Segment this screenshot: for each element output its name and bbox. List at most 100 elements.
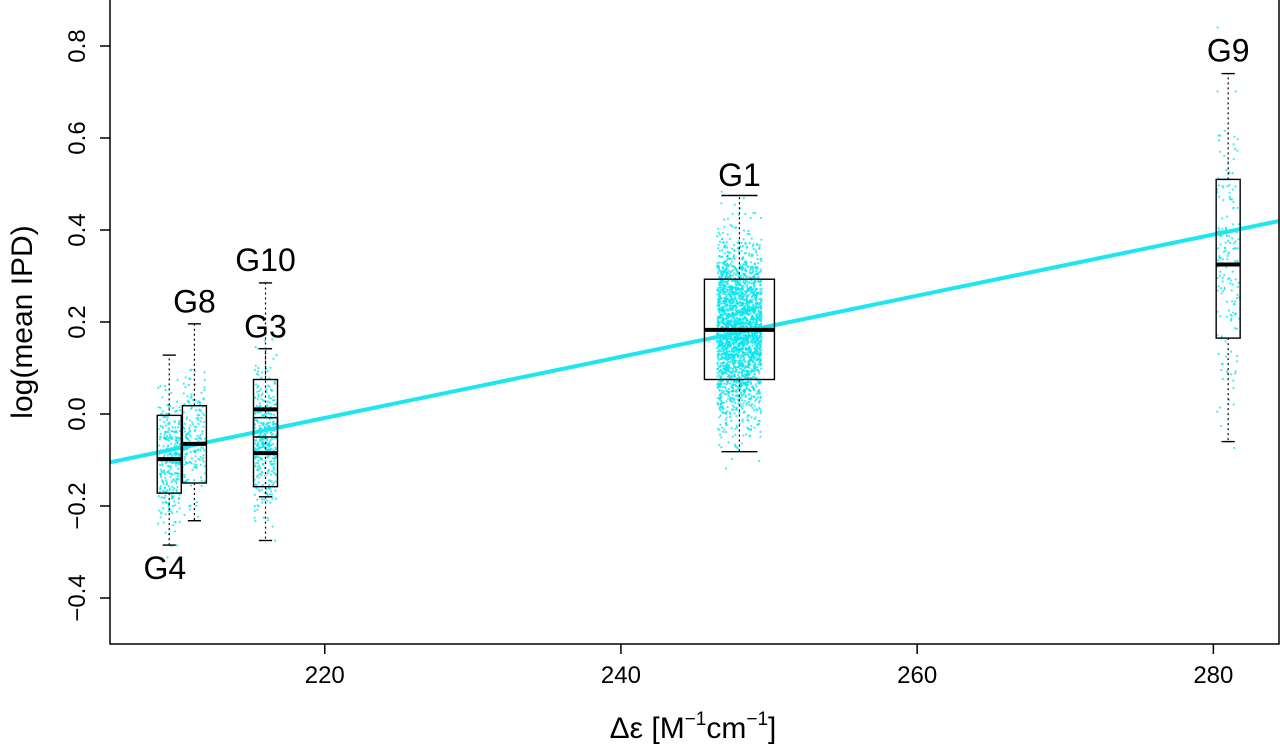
data-point-g1 xyxy=(748,233,751,236)
data-point-g1 xyxy=(760,238,763,241)
data-point-g1 xyxy=(717,358,720,361)
data-point-g10 xyxy=(258,390,261,393)
y-tick-label: −0.4 xyxy=(64,574,91,621)
data-point-g3 xyxy=(270,490,273,493)
x-axis-title: Δε [M−1cm−1] xyxy=(610,709,777,744)
data-point-g9 xyxy=(1228,195,1231,198)
data-point-g1 xyxy=(721,261,724,264)
data-point-g1 xyxy=(742,434,745,437)
data-point-g1 xyxy=(740,399,744,402)
data-point-g1 xyxy=(734,297,738,300)
x-tick-label: 280 xyxy=(1193,662,1233,689)
data-point-g1 xyxy=(744,376,748,379)
data-point-g1 xyxy=(729,223,732,226)
data-point-g3 xyxy=(254,418,257,421)
data-point-g9 xyxy=(1221,228,1224,231)
data-point-g10 xyxy=(268,385,271,388)
data-point-g1 xyxy=(736,319,740,322)
data-point-g1 xyxy=(727,319,730,322)
data-point-g1 xyxy=(725,372,729,375)
data-point-g1 xyxy=(753,347,756,350)
data-point-g1 xyxy=(725,297,729,300)
data-point-g1 xyxy=(727,390,730,393)
data-point-g1 xyxy=(743,342,746,345)
data-point-g4 xyxy=(175,510,179,513)
data-point-g1 xyxy=(741,345,744,348)
data-point-g9 xyxy=(1232,387,1235,390)
data-point-g1 xyxy=(742,313,745,316)
data-point-g1 xyxy=(744,267,747,270)
data-point-g1 xyxy=(721,274,724,277)
data-point-g1 xyxy=(760,367,763,370)
data-point-g1 xyxy=(739,377,743,380)
data-point-g4 xyxy=(175,482,178,485)
data-point-g1 xyxy=(758,280,761,283)
data-point-g3 xyxy=(271,456,274,460)
data-point-g1 xyxy=(738,363,741,366)
data-point-g10 xyxy=(257,366,260,370)
data-point-g4 xyxy=(173,420,176,423)
data-point-g1 xyxy=(749,298,752,301)
data-point-g1 xyxy=(735,426,739,429)
data-point-g4 xyxy=(158,509,161,512)
data-point-g1 xyxy=(719,365,722,368)
data-point-g9 xyxy=(1233,446,1236,449)
data-point-g1 xyxy=(725,343,728,346)
data-point-g4 xyxy=(163,433,166,436)
data-point-g4 xyxy=(165,412,168,415)
data-point-g1 xyxy=(760,257,763,260)
data-point-g1 xyxy=(759,217,763,220)
data-point-g9 xyxy=(1236,360,1239,363)
y-tick-label: 0.2 xyxy=(64,305,91,338)
data-point-g8 xyxy=(201,430,204,433)
data-point-g4 xyxy=(176,378,179,381)
data-point-g1 xyxy=(730,372,734,375)
data-point-g1 xyxy=(731,298,734,301)
data-point-g1 xyxy=(744,302,747,305)
data-point-g9 xyxy=(1219,270,1222,273)
data-point-g1 xyxy=(746,401,749,405)
data-point-g1 xyxy=(720,446,723,449)
data-point-g1 xyxy=(743,252,746,255)
data-point-g4 xyxy=(171,511,174,515)
data-point-g8 xyxy=(195,466,198,469)
data-point-g1 xyxy=(719,289,722,292)
box-g8 xyxy=(181,323,208,522)
data-point-g1 xyxy=(755,251,758,254)
data-point-g1 xyxy=(737,373,740,377)
data-point-g1 xyxy=(723,262,726,265)
data-point-g1 xyxy=(755,356,759,359)
data-point-g9 xyxy=(1232,207,1235,210)
data-point-g9 xyxy=(1228,235,1231,238)
data-point-g1 xyxy=(737,270,740,273)
data-point-g1 xyxy=(756,273,760,276)
data-point-g8 xyxy=(201,432,204,435)
data-point-g1 xyxy=(742,351,745,354)
data-point-g4 xyxy=(167,406,171,409)
data-point-g9 xyxy=(1234,278,1237,281)
data-point-g9 xyxy=(1236,293,1239,296)
data-point-g3 xyxy=(258,427,261,430)
data-point-g1 xyxy=(739,362,743,365)
data-point-g1 xyxy=(749,265,752,268)
data-point-g4 xyxy=(163,384,167,388)
data-point-g1 xyxy=(753,294,757,297)
data-point-g1 xyxy=(732,408,735,411)
data-point-g3 xyxy=(258,464,261,467)
data-point-g1 xyxy=(755,320,758,323)
data-point-g3 xyxy=(274,457,277,460)
data-point-g1 xyxy=(753,282,756,285)
box-g10 xyxy=(252,282,279,498)
data-point-g4 xyxy=(164,424,167,427)
data-point-g1 xyxy=(720,256,723,259)
data-point-g3 xyxy=(254,442,257,445)
data-point-g1 xyxy=(716,383,719,386)
data-point-g4 xyxy=(172,524,175,527)
data-point-g4 xyxy=(161,479,164,482)
data-point-g4 xyxy=(175,439,178,443)
data-point-g1 xyxy=(749,309,752,312)
data-point-g1 xyxy=(754,249,757,252)
data-point-g4 xyxy=(173,487,176,490)
data-point-g1 xyxy=(726,282,729,286)
data-point-g4 xyxy=(172,461,175,464)
